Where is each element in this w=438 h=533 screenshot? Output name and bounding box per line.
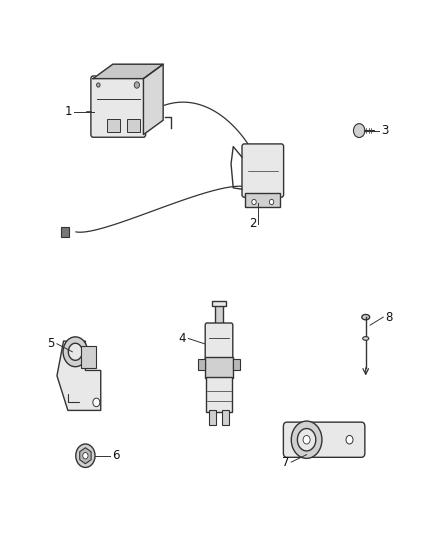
Wedge shape (63, 337, 88, 367)
Text: 4: 4 (179, 332, 186, 345)
Bar (233, 359, 240, 370)
Circle shape (252, 199, 256, 205)
Bar (205, 357, 233, 378)
Text: 7: 7 (282, 456, 289, 469)
Bar (107, 118, 120, 132)
Circle shape (353, 124, 365, 138)
Text: 6: 6 (112, 449, 119, 462)
Circle shape (93, 398, 100, 407)
Circle shape (303, 435, 310, 444)
Ellipse shape (362, 314, 370, 320)
Text: 8: 8 (385, 311, 393, 324)
FancyBboxPatch shape (242, 144, 283, 197)
FancyBboxPatch shape (205, 323, 233, 365)
Bar (206, 377, 232, 412)
Circle shape (96, 83, 100, 87)
Polygon shape (143, 64, 163, 134)
FancyBboxPatch shape (91, 76, 145, 137)
Bar (209, 410, 216, 425)
Bar (222, 410, 229, 425)
Text: 1: 1 (65, 106, 72, 118)
Polygon shape (93, 64, 163, 78)
Circle shape (134, 82, 139, 88)
Bar (212, 301, 226, 306)
Circle shape (83, 453, 88, 459)
Polygon shape (80, 448, 91, 464)
FancyBboxPatch shape (283, 422, 365, 457)
Circle shape (269, 199, 274, 205)
Bar (245, 193, 280, 207)
Text: 2: 2 (249, 217, 256, 230)
Bar (127, 118, 140, 132)
Text: 3: 3 (381, 124, 389, 137)
Circle shape (76, 444, 95, 467)
Text: 5: 5 (47, 337, 55, 350)
Bar (198, 359, 205, 370)
Bar (215, 304, 223, 325)
Polygon shape (57, 341, 101, 410)
Wedge shape (291, 421, 322, 458)
Bar (61, 227, 69, 237)
Ellipse shape (363, 337, 369, 341)
Bar (81, 346, 96, 368)
Circle shape (346, 435, 353, 444)
